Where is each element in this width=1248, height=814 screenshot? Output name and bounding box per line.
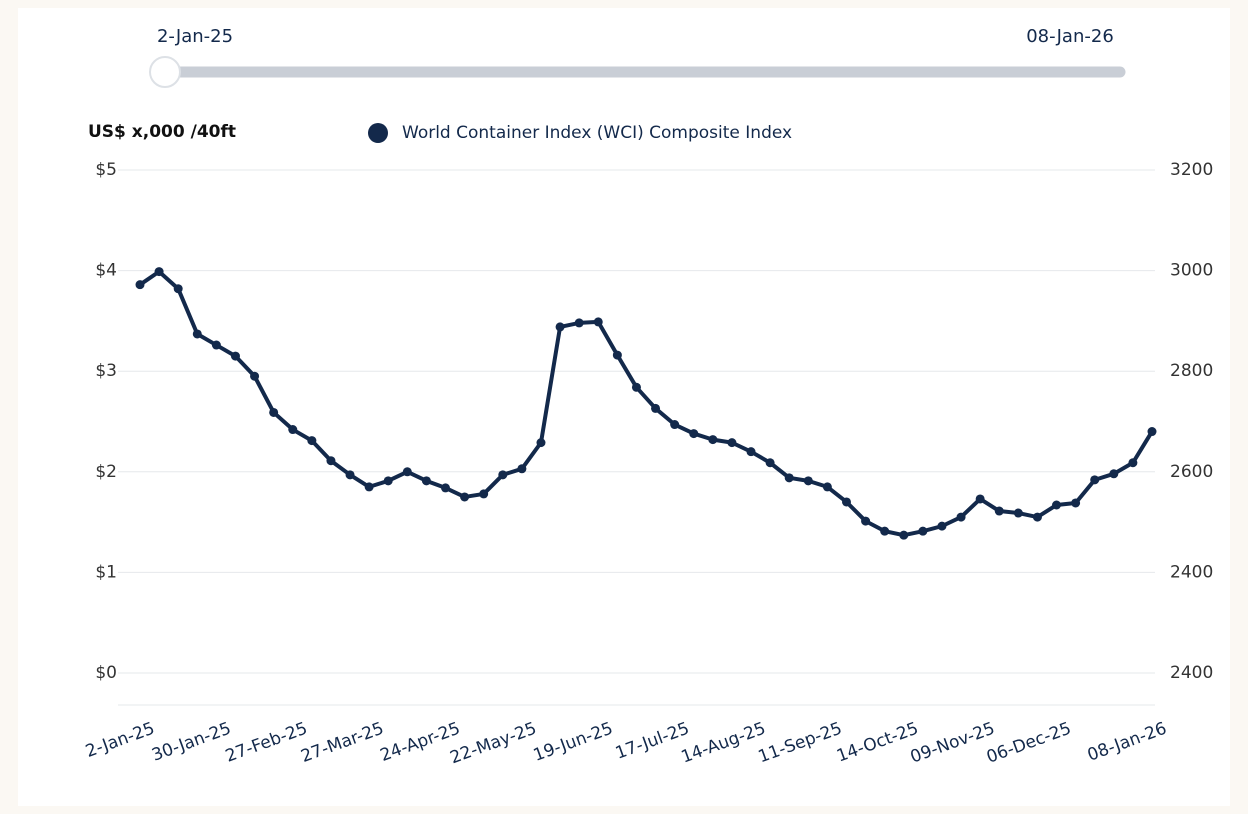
- y2-tick-label: 2600: [1170, 462, 1213, 482]
- data-point: [574, 318, 584, 328]
- data-point: [784, 473, 794, 483]
- data-point: [803, 476, 813, 486]
- data-point: [689, 429, 699, 439]
- data-point: [383, 476, 393, 486]
- data-point: [288, 425, 298, 435]
- y-tick-label: $4: [95, 261, 117, 281]
- data-point: [269, 407, 279, 417]
- data-point: [937, 521, 947, 531]
- data-point: [1013, 508, 1023, 518]
- slider-knob[interactable]: [149, 56, 181, 88]
- data-point: [135, 280, 145, 290]
- y2-tick-label: 2400: [1170, 562, 1213, 582]
- data-point: [154, 267, 164, 277]
- y-tick-label: $1: [95, 562, 117, 582]
- data-point: [956, 512, 966, 522]
- y-tick-label: $0: [95, 663, 117, 683]
- y2-tick-label: 2800: [1170, 361, 1213, 381]
- data-point: [1147, 427, 1157, 437]
- y2-tick-label: 3200: [1170, 160, 1213, 180]
- data-point: [211, 340, 221, 350]
- data-point: [1071, 498, 1081, 508]
- data-point: [861, 516, 871, 526]
- data-point: [593, 317, 603, 327]
- data-point: [479, 489, 489, 499]
- data-point: [441, 483, 451, 493]
- y2-tick-label: 3000: [1170, 261, 1213, 281]
- data-point: [727, 438, 737, 448]
- legend-label: World Container Index (WCI) Composite In…: [402, 123, 792, 143]
- y2-tick-label: 2400: [1170, 663, 1213, 683]
- y-axis-label: US$ x,000 /40ft: [88, 122, 236, 142]
- data-point: [345, 470, 355, 480]
- data-point: [250, 371, 260, 381]
- data-point: [326, 456, 336, 466]
- data-point: [402, 467, 412, 477]
- data-point: [765, 458, 775, 468]
- data-point: [364, 482, 374, 492]
- data-point: [173, 284, 183, 294]
- data-point: [880, 526, 890, 536]
- data-point: [612, 350, 622, 360]
- data-point: [1090, 475, 1100, 485]
- slider-start-label: 2-Jan-25: [157, 26, 233, 47]
- y-tick-label: $5: [95, 160, 117, 180]
- data-point: [536, 438, 546, 448]
- data-point: [994, 506, 1004, 516]
- data-point: [918, 526, 928, 536]
- data-point: [1109, 469, 1119, 479]
- data-point: [975, 494, 985, 504]
- y-tick-label: $2: [95, 462, 117, 482]
- data-point: [192, 329, 202, 339]
- y-tick-label: $3: [95, 361, 117, 381]
- data-point: [822, 482, 832, 492]
- data-point: [651, 403, 661, 413]
- data-point: [899, 530, 909, 540]
- legend-dot: [368, 123, 388, 143]
- slider-end-label: 08-Jan-26: [1026, 26, 1114, 47]
- data-point: [1032, 512, 1042, 522]
- data-point: [1128, 458, 1138, 468]
- data-point: [1052, 500, 1062, 510]
- data-point: [708, 435, 718, 445]
- data-point: [498, 470, 508, 480]
- data-point: [517, 464, 527, 474]
- data-point: [670, 420, 680, 430]
- data-point: [631, 382, 641, 392]
- data-point: [421, 476, 431, 486]
- data-point: [307, 436, 317, 446]
- data-point: [746, 447, 756, 457]
- data-point: [555, 322, 565, 332]
- data-point: [841, 497, 851, 507]
- data-point: [460, 492, 470, 502]
- data-point: [230, 351, 240, 361]
